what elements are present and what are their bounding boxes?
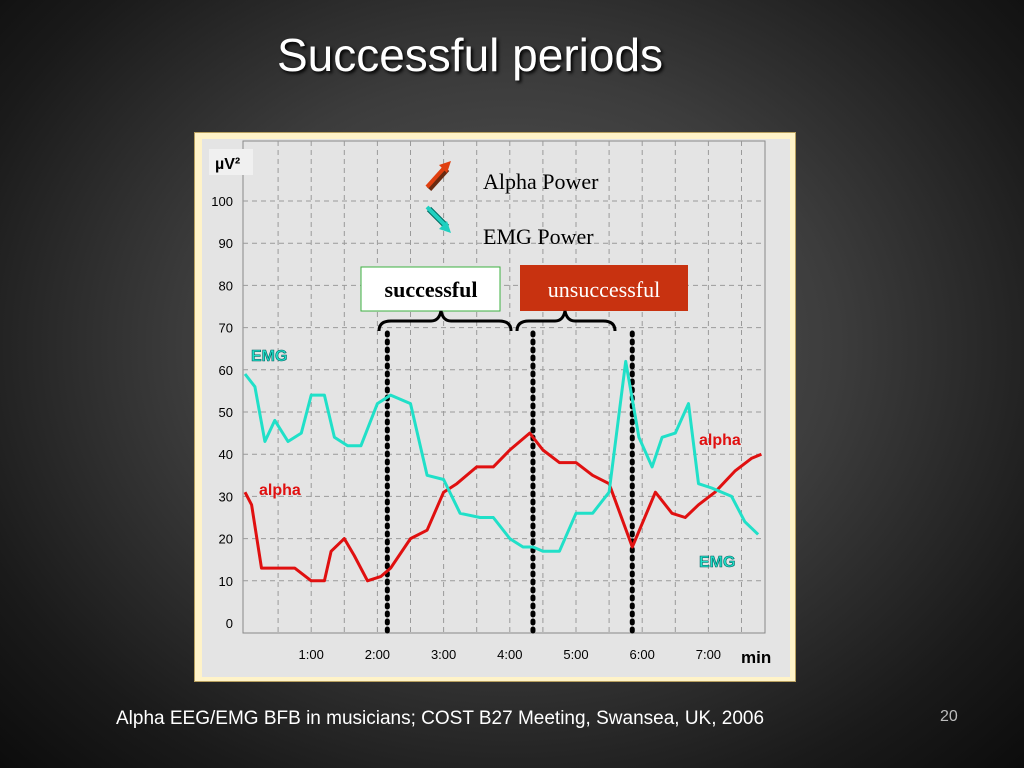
y-tick-label: 10 bbox=[219, 574, 233, 589]
plot-border bbox=[242, 140, 766, 634]
series-label-alpha-left: alpha bbox=[259, 482, 301, 499]
y-tick-label: 50 bbox=[219, 405, 233, 420]
x-axis-label: min bbox=[741, 648, 771, 667]
y-tick-label: 40 bbox=[219, 447, 233, 462]
y-tick-label: 100 bbox=[211, 194, 233, 209]
unsuccessful-brace bbox=[515, 310, 617, 332]
successful-box bbox=[360, 266, 501, 312]
period-boundaries bbox=[384, 330, 635, 636]
x-tick-label: 7:00 bbox=[696, 647, 721, 662]
chart-frame: 0 10 20 30 40 50 60 70 80 90 100 1:00 2:00 3:00 4:00 5… bbox=[194, 132, 796, 682]
y-axis-label: µV² bbox=[215, 156, 240, 173]
line-chart: 0 10 20 30 40 50 60 70 80 90 100 1:00 2:00 3:00 4:00 5… bbox=[202, 139, 790, 677]
page-number: 20 bbox=[940, 708, 958, 725]
successful-brace bbox=[377, 310, 513, 332]
y-tick-label: 30 bbox=[219, 489, 233, 504]
legend: Alpha Power EMG Power bbox=[425, 161, 599, 249]
grid-lines bbox=[243, 141, 765, 633]
x-tick-label: 3:00 bbox=[431, 647, 456, 662]
x-tick-labels: 1:00 2:00 3:00 4:00 5:00 6:00 7:00 bbox=[299, 647, 722, 662]
y-tick-label: 90 bbox=[219, 236, 233, 251]
alpha-power-arrow-icon bbox=[425, 165, 447, 189]
alpha-arrow-head bbox=[439, 161, 451, 173]
series-label-emg-left: EMG bbox=[251, 348, 287, 365]
footer-citation: Alpha EEG/EMG BFB in musicians; COST B27… bbox=[116, 708, 765, 729]
series-label-alpha-right: alpha bbox=[699, 432, 741, 449]
emg-power-arrow-icon bbox=[425, 205, 447, 227]
unsuccessful-label: unsuccessful bbox=[548, 277, 660, 302]
slide-title: Successful periods bbox=[276, 29, 664, 81]
legend-alpha-power: Alpha Power bbox=[483, 169, 599, 194]
alpha-arrow-shadow bbox=[426, 166, 450, 192]
x-tick-label: 6:00 bbox=[630, 647, 655, 662]
y-tick-label: 0 bbox=[226, 616, 233, 631]
y-tick-labels: 0 10 20 30 40 50 60 70 80 90 100 bbox=[211, 194, 233, 631]
ylabel-box bbox=[209, 149, 253, 175]
unsuccessful-box bbox=[520, 265, 688, 311]
legend-emg-power: EMG Power bbox=[483, 224, 594, 249]
series-line-alpha bbox=[243, 431, 762, 583]
emg-arrow-head bbox=[439, 221, 451, 233]
series-label-emg-right: EMG bbox=[699, 554, 735, 571]
y-tick-label: 20 bbox=[219, 532, 233, 547]
series-lines bbox=[243, 359, 762, 583]
x-tick-label: 1:00 bbox=[299, 647, 324, 662]
x-tick-label: 5:00 bbox=[563, 647, 588, 662]
successful-label: successful bbox=[385, 277, 478, 302]
plot-panel bbox=[202, 139, 790, 677]
series-line-emg bbox=[243, 359, 760, 553]
y-tick-label: 60 bbox=[219, 363, 233, 378]
x-tick-label: 4:00 bbox=[497, 647, 522, 662]
y-tick-label: 80 bbox=[219, 278, 233, 293]
x-tick-label: 2:00 bbox=[365, 647, 390, 662]
y-tick-label: 70 bbox=[219, 321, 233, 336]
